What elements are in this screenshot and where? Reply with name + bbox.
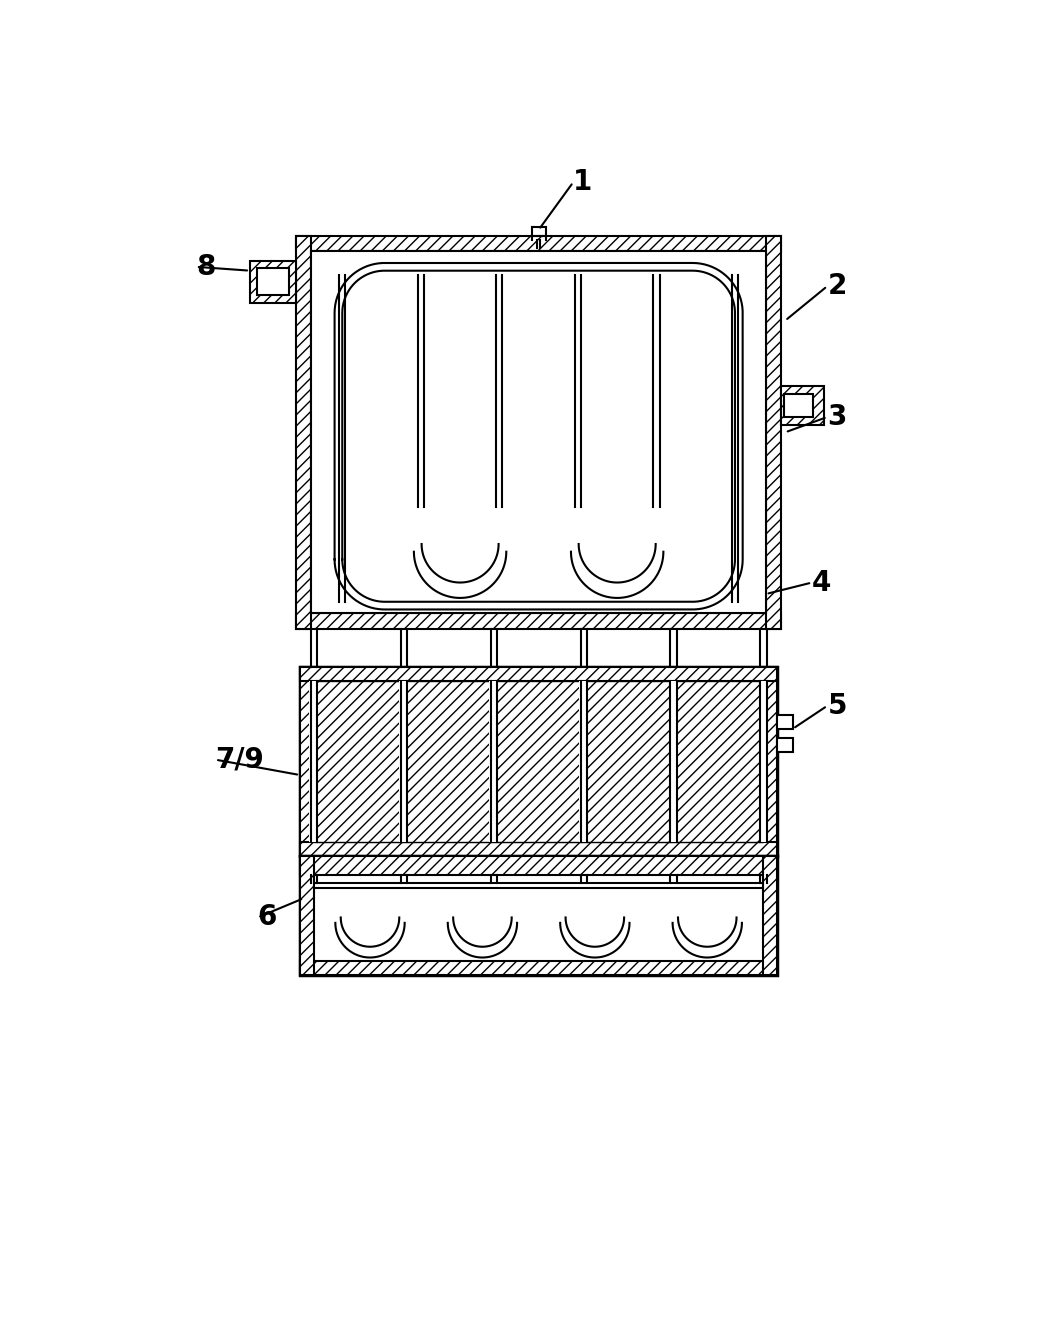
Bar bbox=[312, 252, 766, 613]
Bar bbox=[314, 681, 763, 842]
Bar bbox=[309, 681, 318, 842]
Bar bbox=[300, 962, 778, 975]
Bar bbox=[300, 668, 778, 681]
Bar bbox=[778, 714, 793, 729]
Bar bbox=[296, 235, 781, 629]
Text: 6: 6 bbox=[257, 903, 277, 931]
Bar bbox=[300, 856, 778, 975]
Text: 8: 8 bbox=[196, 253, 215, 281]
Bar bbox=[669, 681, 678, 842]
Bar bbox=[300, 668, 314, 856]
Bar bbox=[300, 856, 314, 975]
Text: 3: 3 bbox=[827, 403, 846, 431]
Bar bbox=[300, 856, 778, 975]
Bar bbox=[250, 261, 296, 302]
Text: 2: 2 bbox=[827, 272, 846, 300]
Bar bbox=[763, 856, 778, 975]
Bar bbox=[296, 235, 781, 252]
Bar bbox=[781, 387, 823, 424]
Text: 1: 1 bbox=[573, 169, 592, 197]
Bar bbox=[489, 681, 499, 842]
Text: 5: 5 bbox=[827, 692, 846, 720]
Bar bbox=[579, 681, 588, 842]
Text: 4: 4 bbox=[812, 569, 832, 597]
Bar bbox=[766, 235, 781, 629]
Bar bbox=[778, 739, 793, 752]
Bar bbox=[296, 613, 781, 629]
Bar bbox=[763, 668, 778, 856]
Bar bbox=[759, 681, 768, 842]
Bar bbox=[296, 235, 312, 629]
Bar bbox=[784, 393, 813, 417]
Bar bbox=[399, 681, 408, 842]
Bar bbox=[300, 856, 778, 875]
Bar bbox=[257, 269, 289, 296]
Bar bbox=[300, 668, 778, 856]
Bar bbox=[300, 842, 778, 856]
Text: 7/9: 7/9 bbox=[215, 745, 264, 773]
